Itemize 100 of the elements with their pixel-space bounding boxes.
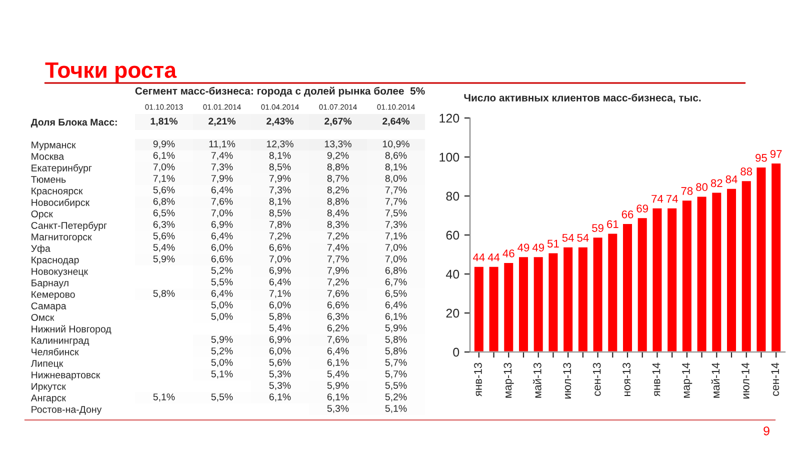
y-tick-label: Москва [32,153,64,160]
data-label: 7,9% [211,174,233,184]
data-label: 9,9% [153,140,175,149]
data-label: 6,1% [153,152,175,160]
y-tick-label: Челябинск [32,348,79,356]
y-tick-label: Нижневартовск [32,372,100,380]
data-label: 6,3% [327,312,349,322]
data-label: 2,64% [382,118,410,126]
data-label: 49 [518,244,530,252]
data-label: 7,3% [211,163,233,172]
data-label: 7,9% [269,174,291,184]
y-tick-label: Самара [31,302,66,312]
x-tick-label: сен-13 [592,362,601,396]
data-label: 7,7% [385,186,407,195]
data-label: 6,1% [385,312,407,322]
y-tick-label: Ангарск [30,394,66,404]
chart-title: Число активных клиентов масс-бизнеса, тыс. [464,94,701,103]
x-tick-label: сен-14 [771,362,780,396]
bar [532,256,544,352]
data-label: 97 [770,150,782,158]
data-label: 8,0% [385,174,407,184]
bar [518,256,530,352]
data-label: 7,2% [269,232,291,241]
data-label: 12,3% [266,140,294,149]
data-label: 6,6% [211,255,233,264]
data-label: 49 [532,244,544,252]
data-label: 7,1% [153,175,175,184]
data-label: 5,1% [211,370,233,379]
bar [473,266,485,352]
y-tick-label: Барнаул [32,280,68,288]
data-label: 44 [472,253,485,262]
bar [592,236,604,352]
y-tick-label: Санкт-Петербург [31,222,107,231]
data-label: 6,9% [269,266,291,276]
data-label: 7,3% [385,220,407,230]
data-label: 5,2% [211,266,233,276]
bar [770,162,782,352]
data-label: 5,4% [327,370,349,379]
data-label: 5,0% [211,301,233,310]
data-label: 6,7% [385,278,407,287]
data-label: 74 [666,194,678,203]
data-label: 6,4% [211,186,233,195]
data-label: 5,7% [385,370,407,379]
data-label: 8,4% [327,209,349,218]
y-tick-label: Доля Блока Масс: [30,118,117,128]
data-label: 10,9% [382,140,410,149]
data-label: 8,2% [327,186,349,195]
data-label: 5,7% [385,359,407,368]
x-tick-label: янв-14 [652,362,660,396]
data-label: 5,8% [385,347,407,356]
data-label: 13,3% [324,140,352,149]
data-label: 7,5% [385,210,407,218]
data-label: 66 [622,210,634,218]
data-label: 6,0% [269,347,291,356]
data-label: 5,9% [211,336,233,344]
data-label: 5,4% [153,244,175,252]
y-tick-label: 20 [446,308,460,318]
y-tick-label: Екатеринбург [32,164,92,174]
y-tick-label: Магнитогорск [32,234,92,242]
bar [562,246,574,352]
x-tick-label: мар-13 [504,362,514,398]
data-label: 7,0% [153,163,175,172]
data-label: 6,8% [385,266,407,276]
data-label: 5,3% [269,382,291,390]
data-label: 6,1% [327,393,349,402]
data-label: 6,4% [327,347,349,356]
data-label: 59 [592,224,604,232]
y-tick-label: 40 [446,270,460,279]
x-tick-label: мар-14 [682,362,692,398]
data-label: 44 [488,253,500,262]
data-label: 7,8% [269,220,291,230]
data-label: 61 [607,220,618,228]
data-label: 7,6% [211,198,233,206]
data-label: 6,8% [153,198,175,206]
y-tick-label: 100 [440,152,460,162]
bar [488,266,500,352]
data-label: 8,3% [327,220,349,230]
data-label: 5,5% [211,394,233,402]
data-label: 5,2% [211,347,233,356]
y-tick-label: Новокузнецк [32,268,88,277]
data-label: 5,1% [153,394,175,402]
data-label: 5,4% [269,324,291,333]
data-label: 6,6% [327,301,349,310]
data-label: 7,0% [269,255,291,264]
bar [651,207,664,352]
data-label: 54 [577,234,589,242]
data-label: 5,1% [385,405,407,414]
data-label: 6,9% [269,336,291,344]
x-tick-label: май-14 [711,362,720,398]
data-label: 74 [652,194,664,203]
data-label: 11,1% [209,140,236,149]
bar [622,222,634,352]
data-label: 5,8% [153,290,175,298]
data-label: 7,7% [385,198,407,206]
data-label: 7,6% [327,290,349,298]
data-label: 7,7% [327,256,349,264]
bar [577,246,589,352]
text: Точки роста [45,62,177,82]
data-label: 7,0% [385,244,407,252]
y-tick-label: Иркутск [32,383,66,392]
